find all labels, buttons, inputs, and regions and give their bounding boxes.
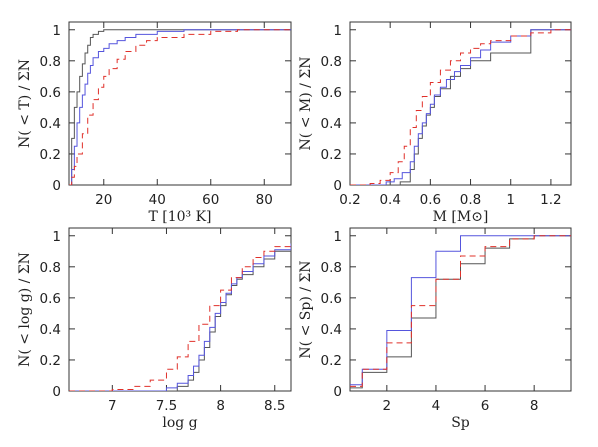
x-tick-label: 80	[256, 192, 273, 208]
y-tick-label: 0.4	[321, 116, 342, 132]
x-tick-label: 8.5	[264, 398, 285, 414]
y-axis-label: N( < Sp) / ΣN	[298, 260, 314, 358]
x-tick-label: 1	[506, 192, 515, 208]
plot-frame	[68, 21, 292, 186]
x-tick-label: 4	[432, 398, 441, 414]
y-tick-label: 0	[52, 178, 61, 194]
series-line-red-dashed	[350, 235, 571, 387]
y-tick-label: 1	[333, 229, 342, 245]
series-group	[69, 29, 291, 185]
y-tick-label: 0.2	[321, 147, 342, 163]
y-tick-label: 1	[52, 23, 61, 39]
x-tick-label: 6	[481, 398, 490, 414]
series-line-blue	[69, 243, 291, 391]
plot-frame	[349, 227, 572, 392]
x-axis-label: T [10³ K]	[148, 209, 211, 225]
panel-mass: 0.2 0.4 0.6 0.8 1 1.200.20.40.60.81M [M⊙]N( <…	[298, 21, 572, 225]
y-tick-label: 0.8	[40, 260, 61, 276]
series-line-blue	[350, 29, 571, 185]
x-tick-label: 0.6	[420, 192, 441, 208]
series-group	[350, 235, 571, 389]
plot-frame	[68, 227, 292, 392]
x-tick-label: 20	[95, 192, 112, 208]
y-tick-label: 0.2	[321, 353, 342, 369]
series-line-red-dashed	[69, 29, 291, 185]
x-tick-label: 0.4	[379, 192, 400, 208]
y-tick-label: 0.8	[40, 54, 61, 70]
y-axis-label: N( < M) / ΣN	[298, 57, 314, 151]
y-tick-label: 0.6	[321, 85, 342, 101]
y-tick-label: 0.4	[40, 116, 61, 132]
series-line-red-dashed	[69, 243, 291, 391]
y-tick-label: 0.6	[321, 291, 342, 307]
series-line-grey	[69, 243, 291, 391]
series-group	[69, 243, 291, 391]
x-tick-label: 7.5	[156, 398, 177, 414]
series-group	[350, 29, 571, 185]
y-axis-label: N( < T) / ΣN	[17, 59, 33, 148]
y-tick-label: 0.4	[321, 322, 342, 338]
y-tick-label: 0	[333, 178, 342, 194]
panel-spectral-type: 2 4 6 8 0 0.2 0.4 0.6 0.8 1 Sp N( < Sp) / ΣN	[298, 227, 572, 431]
x-tick-label: 8	[216, 398, 225, 414]
series-line-red-dashed	[350, 29, 571, 185]
y-tick-label: 0.4	[40, 322, 61, 338]
y-tick-label: 0.6	[40, 291, 61, 307]
x-tick-label: 40	[149, 192, 166, 208]
y-tick-label: 0.2	[40, 147, 61, 163]
x-axis-label: Sp	[451, 415, 470, 431]
y-tick-label: 0.2	[40, 353, 61, 369]
y-tick-label: 0.8	[321, 260, 342, 276]
x-tick-label: 8	[530, 398, 539, 414]
series-line-grey	[69, 29, 291, 185]
y-tick-label: 0	[333, 384, 342, 400]
y-tick-label: 0.8	[321, 54, 342, 70]
x-axis-label: M [M⊙]	[433, 209, 489, 225]
y-tick-label: 1	[52, 229, 61, 245]
x-axis-label: log g	[162, 415, 197, 431]
panel-temperature: 20 40 60 80 0 0.2 0.4 0.6 0.8 1 T [10³ K] N( < T) /…	[17, 21, 292, 225]
plot-frame	[349, 21, 572, 186]
series-line-blue	[350, 235, 571, 386]
series-line-blue	[69, 29, 291, 185]
series-line-grey	[350, 235, 571, 389]
y-axis-label: N( < log g) / ΣN	[17, 252, 33, 367]
y-tick-label: 0	[52, 384, 61, 400]
x-tick-label: 0.2	[339, 192, 360, 208]
panel-log-g: 7 7.5 8 8.5 0 0.2 0.4 0.6 0.8 1 log g N( < log g) /…	[17, 227, 292, 431]
y-tick-label: 0.6	[40, 85, 61, 101]
y-tick-label: 1	[333, 23, 342, 39]
x-tick-label: 60	[202, 192, 219, 208]
x-tick-label: 2	[383, 398, 392, 414]
x-tick-label: 7	[108, 398, 117, 414]
x-tick-label: 0.8	[460, 192, 481, 208]
x-tick-label: 1.2	[540, 192, 561, 208]
